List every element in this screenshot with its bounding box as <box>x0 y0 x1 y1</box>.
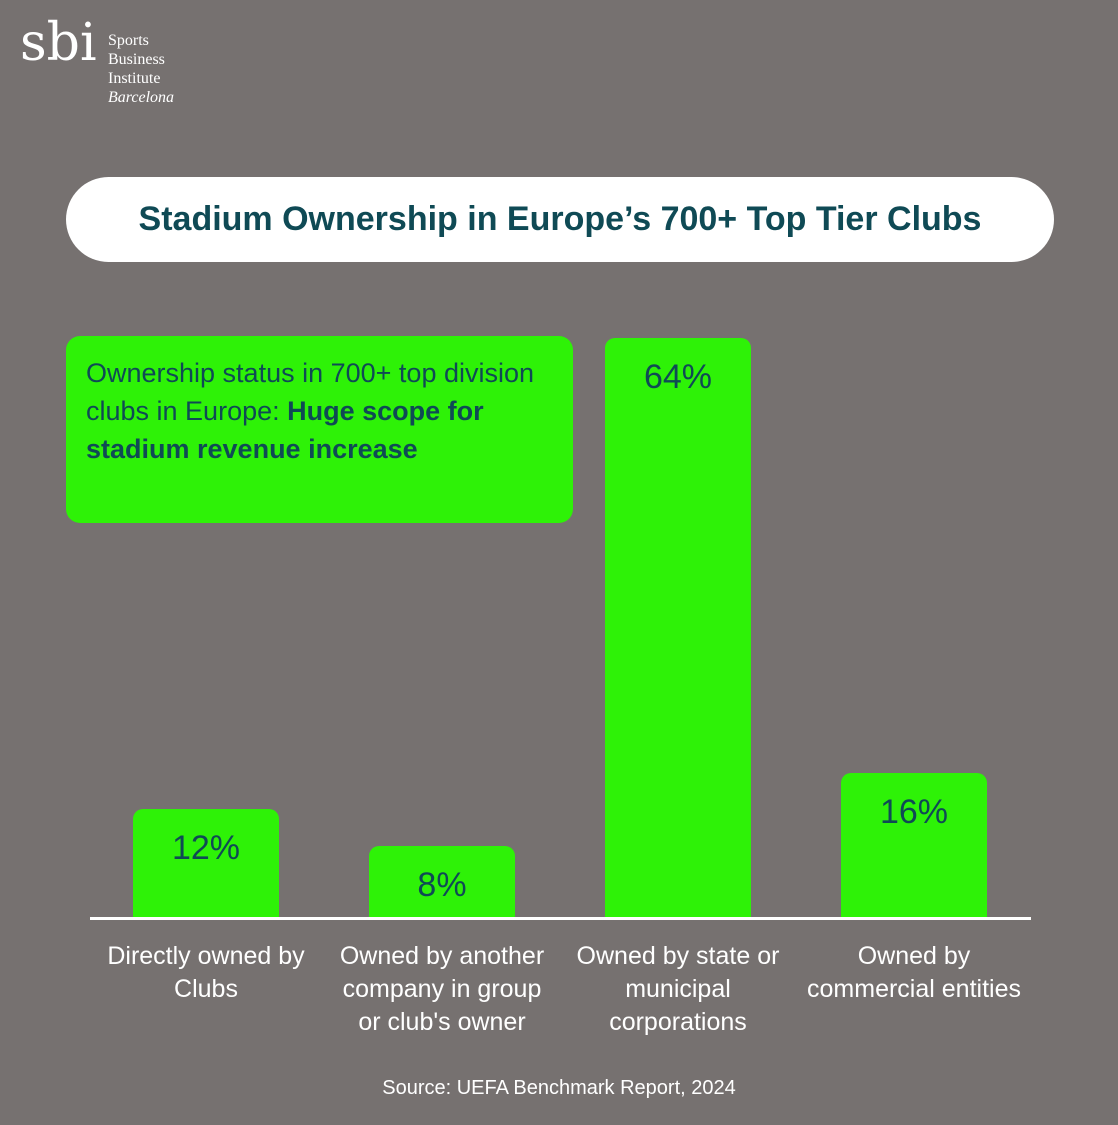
logo-line-sports: Sports <box>108 32 149 49</box>
category-label: Directly owned by Clubs <box>107 942 305 1003</box>
bar-value-label: 16% <box>879 793 949 831</box>
bar-owned-by-state-or-municipal-corporations <box>605 338 751 918</box>
logo-mark: sbi <box>20 13 97 73</box>
bar-value-label: 12% <box>171 829 241 868</box>
source-note: Source: UEFA Benchmark Report, 2024 <box>382 1077 736 1099</box>
logo-text: Sports Business Institute Barcelona <box>108 31 174 107</box>
category-label: Owned by another company in group or clu… <box>339 942 545 1036</box>
category-label: Owned by commercial entities <box>807 942 1021 1003</box>
page-title: Stadium Ownership in Europe’s 700+ Top T… <box>138 200 982 238</box>
bar-owned-by-another-company-in-group-or-club-s-owner <box>369 845 515 918</box>
note-text: Ownership status in 700+ top division cl… <box>86 358 535 426</box>
bar-owned-by-commercial-entities <box>841 773 987 918</box>
x-axis-baseline <box>90 917 1031 920</box>
bar-value-label: 64% <box>643 358 713 396</box>
sbi-logo: sbi Sports Business Institute Barcelona <box>20 14 220 114</box>
bar-value-label: 8% <box>417 865 467 904</box>
note-callout: Ownership status in 700+ top division cl… <box>66 336 573 523</box>
logo-line-barcelona: Barcelona <box>108 89 175 106</box>
bar-directly-owned-by-clubs <box>133 809 279 918</box>
logo-line-institute: Institute <box>108 70 161 87</box>
logo-line-business: Business <box>108 51 165 68</box>
note-highlight: Huge scope for stadium revenue increase <box>86 396 484 464</box>
category-label: Owned by state or municipal corporations <box>576 942 780 1036</box>
title-banner: Stadium Ownership in Europe’s 700+ Top T… <box>66 177 1054 262</box>
